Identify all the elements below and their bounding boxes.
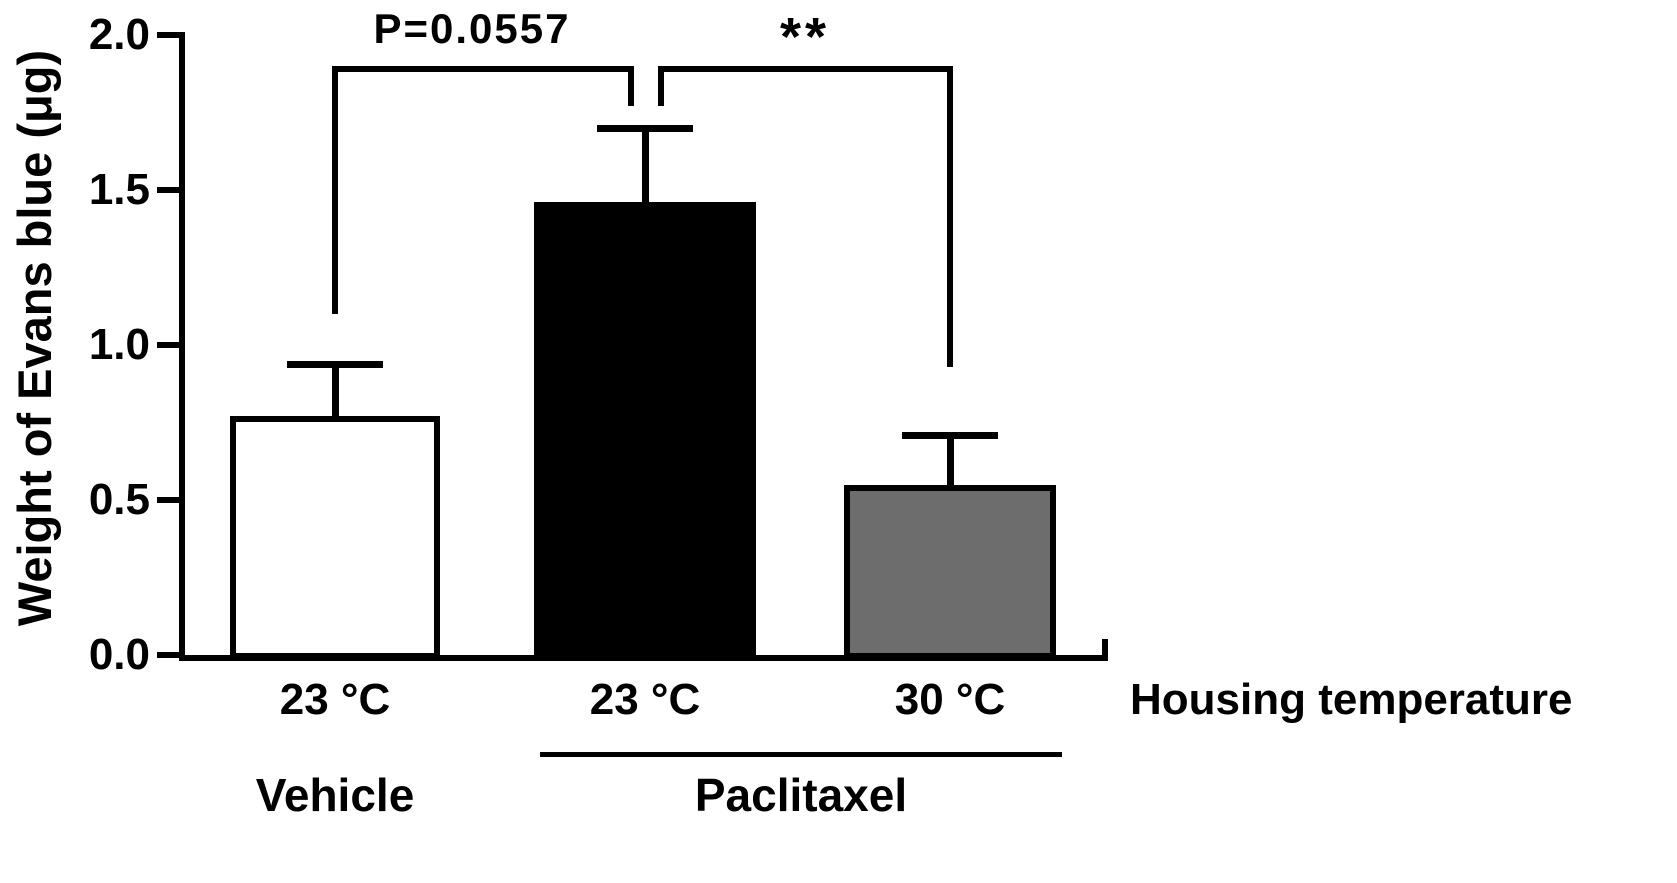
x-axis-end-tick bbox=[1102, 639, 1108, 655]
y-tick-mark bbox=[157, 652, 179, 658]
x-tick-label-paclitaxel-23c: 23 °C bbox=[589, 675, 701, 724]
y-tick-label: 0.0 bbox=[88, 630, 150, 679]
error-bar-cap bbox=[287, 360, 383, 368]
y-tick-mark bbox=[157, 187, 179, 193]
y-tick-label: 1.0 bbox=[88, 320, 150, 369]
error-bar-line bbox=[642, 128, 649, 207]
bar-paclitaxel-2 bbox=[844, 484, 1056, 659]
bracket1-top-bar bbox=[332, 66, 634, 72]
bar-vehicle-0 bbox=[230, 416, 440, 659]
x-tick-label-paclitaxel-30c: 30 °C bbox=[894, 675, 1006, 724]
error-bar-cap bbox=[902, 431, 998, 439]
bar-paclitaxel-1 bbox=[534, 202, 756, 659]
error-bar-cap bbox=[597, 125, 693, 132]
significance-label-p-value: P=0.0557 bbox=[373, 5, 571, 52]
y-axis-line bbox=[179, 32, 185, 661]
y-tick-label: 2.0 bbox=[88, 10, 150, 59]
bracket2-top-bar bbox=[658, 66, 953, 72]
error-bar-line bbox=[332, 363, 339, 421]
significance-label-asterisks: ** bbox=[779, 7, 831, 67]
x-axis-annotation-housing-temperature: Housing temperature bbox=[1130, 675, 1573, 724]
y-tick-label: 0.5 bbox=[88, 475, 150, 524]
y-tick-mark bbox=[157, 342, 179, 348]
y-tick-mark bbox=[157, 32, 179, 38]
x-tick-label-vehicle-23c: 23 °C bbox=[279, 675, 391, 724]
y-tick-mark bbox=[157, 497, 179, 503]
bracket2-right-leg bbox=[947, 66, 953, 367]
group-label-vehicle: Vehicle bbox=[255, 769, 415, 821]
bracket1-left-leg bbox=[332, 66, 338, 314]
paclitaxel-group-underline bbox=[540, 752, 1062, 757]
bracket1-right-leg bbox=[628, 66, 634, 107]
group-label-paclitaxel: Paclitaxel bbox=[694, 769, 908, 821]
error-bar-line bbox=[947, 434, 954, 489]
bracket2-left-leg bbox=[658, 66, 664, 107]
y-tick-label: 1.5 bbox=[88, 165, 150, 214]
